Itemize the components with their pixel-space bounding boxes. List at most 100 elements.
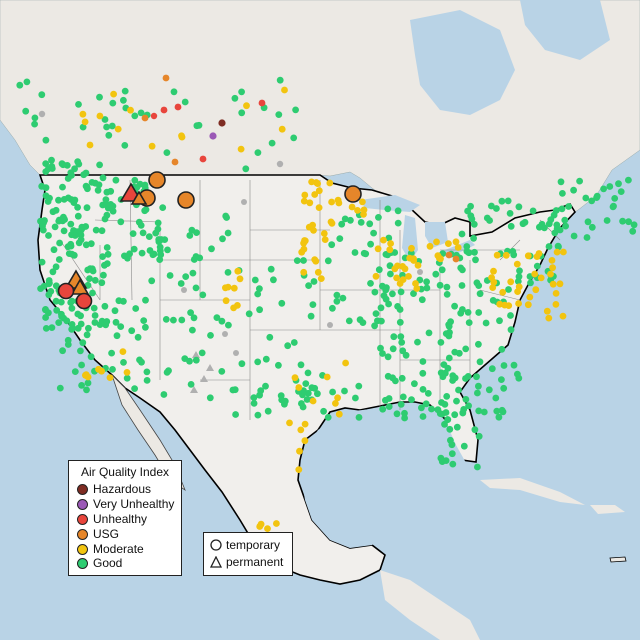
monitor-dot [234,267,242,275]
monitor-dot [459,409,467,417]
monitor-dot [96,161,103,169]
monitor-dot [308,178,315,186]
monitor-dot [182,273,190,280]
monitor-dot [130,245,138,253]
monitor-dot [278,299,286,307]
moderate-markers [79,86,567,532]
monitor-dot [78,361,85,369]
monitor-dot [164,246,171,254]
monitor-dot [387,240,394,247]
monitor-dot [152,229,160,237]
monitor-dot [309,301,317,308]
monitor-dot [408,396,415,403]
monitor-dot [384,353,392,361]
monitor-dot [371,288,379,296]
monitor-dot [86,141,94,149]
monitor-dot [133,184,141,191]
legend-label: Unhealthy [93,512,148,526]
monitor-dot [86,275,93,282]
monitor-dot [465,402,472,410]
monitor-dot [257,387,265,395]
monitor-dot [384,205,392,213]
monitor-dot [509,248,517,255]
monitor-dot [355,382,363,390]
legend-item-temporary: temporary [210,537,280,553]
monitor-dot [281,397,289,405]
monitor-dot [524,252,532,260]
monitor-dot [45,232,52,239]
legend-item-good: Good [77,556,122,570]
monitor-dot [551,229,559,237]
monitor-dot [111,307,119,315]
monitor-dot [324,257,332,265]
monitor-dot [307,312,315,320]
monitor-dot [83,386,90,394]
monitor-dot [445,323,453,330]
monitor-dot [53,306,61,314]
monitor-dot [68,297,76,305]
very-unhealthy-marker [209,132,217,140]
monitor-dot [464,207,471,215]
monitor-dot [121,87,129,95]
monitor-dot [103,244,111,251]
monitor-dot [423,284,431,292]
monitor-dot [453,397,460,405]
monitor-dot [475,432,483,440]
monitor-dot [250,394,258,401]
monitor-dot [422,400,430,408]
monitor-dot [488,365,496,373]
monitor-dot [222,297,230,305]
monitor-dot [60,213,67,221]
monitor-dot [471,426,479,434]
monitor-dot [465,249,473,257]
legend-item-moderate: Moderate [77,542,144,556]
monitor-dot [380,236,387,244]
monitor-dot [295,384,303,391]
monitor-dot [242,165,250,173]
monitor-dot [290,134,298,142]
monitor-dot [536,223,543,231]
monitor-dot [393,274,400,282]
monitor-dot [399,347,407,355]
monitor-dot [385,395,393,402]
monitor-dot [231,386,239,394]
monitor-dot [78,223,86,231]
monitor-dot [170,88,178,96]
monitor-dot [120,297,127,305]
monitor-dot [281,86,288,94]
monitor-dot [470,220,478,228]
monitor-dot [505,286,512,293]
monitor-dot [295,466,303,473]
monitor-dot [458,230,466,238]
monitor-dot [615,180,622,188]
monitor-dot [232,411,240,418]
monitor-dot [79,339,87,347]
monitor-dot [22,107,30,115]
monitor-dot [251,276,259,284]
monitor-dot [102,201,110,209]
monitor-dot [496,317,503,325]
legend-swatch [77,513,88,525]
monitor-dot [91,179,99,187]
monitor-dot [532,286,540,294]
triangle-icon [210,556,222,568]
monitor-dot [245,310,253,318]
monitor-dot [453,423,461,431]
monitor-dot [315,187,323,195]
monitor-dot [143,368,151,376]
monitor-dot [354,207,361,214]
monitor-dot [442,409,450,416]
monitor-dot [352,394,359,402]
monitor-dot [187,381,195,388]
monitor-dot [320,230,328,237]
monitor-dot [45,309,52,317]
monitor-dot [549,264,556,272]
monitor-dot [324,414,332,421]
monitor-dot [562,222,569,230]
monitor-dot [401,409,408,417]
monitor-dot [42,192,50,200]
monitor-dot [208,245,215,253]
legend-swatch [77,543,88,555]
monitor-dot [305,223,313,231]
monitor-dot [588,223,596,231]
